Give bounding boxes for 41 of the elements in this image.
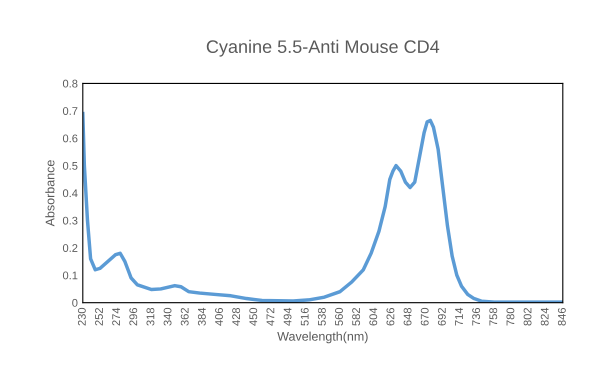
- x-tick-label: 582: [352, 308, 360, 326]
- y-tick-label: 0.4: [62, 189, 78, 198]
- x-tick-label: 230: [78, 308, 86, 326]
- y-tick-label: 0.5: [62, 162, 78, 170]
- y-axis-title: Absorbance: [45, 160, 54, 226]
- x-tick-label: 450: [249, 308, 258, 326]
- x-tick-label: 406: [215, 308, 223, 326]
- y-tick-label: 0.3: [62, 216, 78, 225]
- x-tick-label: 802: [524, 308, 532, 326]
- x-tick-label: 824: [540, 308, 549, 326]
- x-tick-label: 736: [472, 308, 480, 326]
- x-tick-label: 384: [198, 308, 206, 326]
- x-tick-label: 714: [455, 308, 463, 326]
- x-tick-label: 428: [232, 308, 240, 326]
- x-tick-label: 560: [335, 308, 343, 326]
- y-tick-label: 0.7: [62, 107, 78, 115]
- x-tick-label: 340: [164, 308, 172, 326]
- y-tick-label: 0.6: [62, 134, 78, 142]
- x-tick-label: 846: [558, 308, 566, 326]
- x-tick-label: 274: [112, 308, 120, 326]
- x-tick-label: 296: [129, 308, 138, 326]
- x-tick-label: 692: [438, 308, 446, 326]
- x-tick-label: 472: [266, 308, 274, 326]
- x-tick-label: 780: [506, 308, 514, 326]
- x-tick-label: 670: [420, 308, 429, 326]
- x-tick-label: 252: [95, 308, 103, 326]
- x-axis-title: Wavelength(nm): [277, 332, 368, 344]
- x-tick-label: 318: [146, 308, 154, 326]
- x-tick-label: 516: [300, 308, 309, 326]
- y-tick-label: 0.1: [62, 272, 78, 280]
- y-tick-label: 0.8: [62, 80, 78, 88]
- x-tick-label: 626: [386, 308, 394, 326]
- x-tick-label: 758: [489, 308, 498, 326]
- x-tick-label: 362: [180, 308, 189, 326]
- y-tick-label: 0.2: [62, 244, 78, 252]
- x-tick-label: 648: [404, 308, 412, 326]
- chart-title: Cyanine 5.5-Anti Mouse CD4: [206, 40, 440, 57]
- x-tick-label: 538: [318, 308, 326, 326]
- y-tick-label: 0: [72, 298, 78, 307]
- x-tick-label: 604: [369, 308, 378, 326]
- x-tick-label: 494: [284, 308, 292, 326]
